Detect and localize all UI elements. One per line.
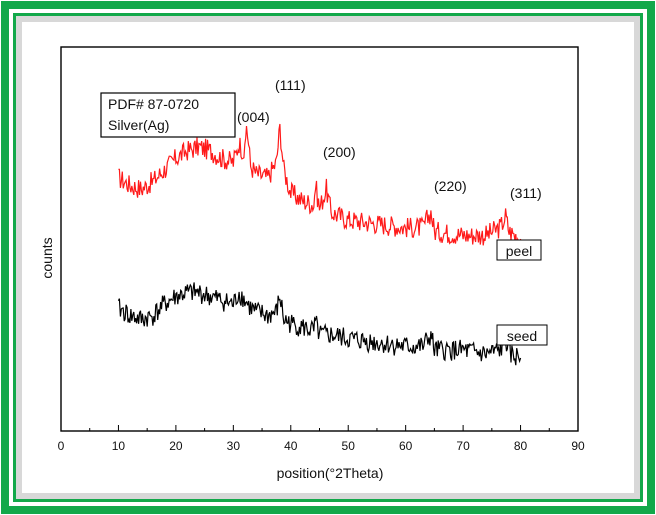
x-tick-label: 60 xyxy=(399,439,413,453)
reflection-label-311: (311) xyxy=(510,185,542,201)
reflection-label-200: (200) xyxy=(323,144,356,160)
x-tick-label: 70 xyxy=(456,439,470,453)
reflection-label-220: (220) xyxy=(434,178,467,194)
x-tick-label: 10 xyxy=(112,439,126,453)
series-line-seed xyxy=(117,282,522,366)
x-tick-label: 30 xyxy=(227,439,241,453)
series-line-peel xyxy=(118,123,522,249)
x-axis-tick-labels: 0 10 20 30 40 50 60 70 80 90 xyxy=(58,439,585,453)
shadow-panel xyxy=(16,16,640,499)
reflection-label-111: (111) xyxy=(275,77,306,93)
x-tick-label: 40 xyxy=(284,439,298,453)
x-tick-label: 80 xyxy=(514,439,528,453)
x-axis-title: position(°2Theta) xyxy=(277,465,384,481)
reflection-label-004: (004) xyxy=(237,109,270,125)
inner-border xyxy=(13,13,643,502)
reference-pdf-number: PDF# 87-0720 xyxy=(108,96,199,112)
series-label-seed: seed xyxy=(507,328,537,344)
x-tick-label: 20 xyxy=(169,439,183,453)
reference-box xyxy=(100,92,236,138)
x-axis-ticks xyxy=(60,425,579,431)
x-tick-label: 50 xyxy=(342,439,356,453)
series-label-peel: peel xyxy=(506,243,532,259)
series-label-box-seed xyxy=(496,324,548,346)
x-tick-label: 0 xyxy=(58,439,65,453)
x-tick-label: 90 xyxy=(571,439,585,453)
y-axis-title: counts xyxy=(39,237,55,278)
series-label-box-peel xyxy=(496,239,542,261)
reference-phase-name: Silver(Ag) xyxy=(108,117,169,133)
